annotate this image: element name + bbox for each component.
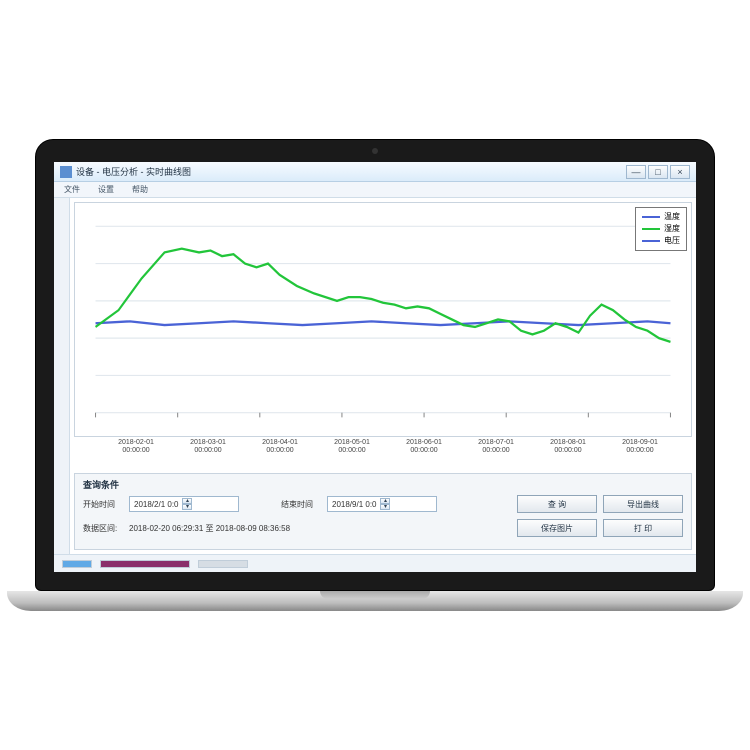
legend-swatch-3 [642, 240, 660, 242]
panel-title: 查询条件 [83, 478, 683, 491]
window-title: 设备 - 电压分析 - 实时曲线图 [76, 165, 191, 178]
title-bar: 设备 - 电压分析 - 实时曲线图 — □ × [54, 162, 696, 182]
start-time-input[interactable]: 2018/2/1 0:0 ▴▾ [129, 496, 239, 512]
status-bar [54, 554, 696, 572]
x-tick: 2018-08-0100:00:00 [532, 439, 604, 471]
save-image-button[interactable]: 保存图片 [517, 519, 597, 537]
end-time-input[interactable]: 2018/9/1 0:0 ▴▾ [327, 496, 437, 512]
x-tick: 2018-05-0100:00:00 [316, 439, 388, 471]
menu-item-settings[interactable]: 设置 [98, 184, 114, 195]
end-time-spinner[interactable]: ▴▾ [380, 498, 390, 510]
chart-legend: 温度 湿度 电压 [635, 207, 687, 251]
camera-dot [372, 148, 378, 154]
query-button[interactable]: 查 询 [517, 495, 597, 513]
end-time-value: 2018/9/1 0:0 [332, 500, 376, 509]
start-time-label: 开始时间 [83, 499, 123, 510]
query-panel: 查询条件 开始时间 2018/2/1 0:0 ▴▾ 结束时间 2018/9/1 … [74, 473, 692, 550]
end-time-label: 结束时间 [281, 499, 321, 510]
range-value: 2018-02-20 06:29:31 至 2018-08-09 08:36:5… [129, 523, 290, 534]
app-window: 设备 - 电压分析 - 实时曲线图 — □ × 文件 设置 帮助 [54, 162, 696, 572]
export-button[interactable]: 导出曲线 [603, 495, 683, 513]
status-segment-2 [100, 560, 190, 568]
legend-swatch-1 [642, 216, 660, 218]
screen-bezel: 设备 - 电压分析 - 实时曲线图 — □ × 文件 设置 帮助 [35, 139, 715, 591]
left-sidebar [54, 198, 70, 554]
x-tick: 2018-07-0100:00:00 [460, 439, 532, 471]
x-tick: 2018-03-0100:00:00 [172, 439, 244, 471]
laptop-frame: 设备 - 电压分析 - 实时曲线图 — □ × 文件 设置 帮助 [35, 139, 715, 611]
maximize-button[interactable]: □ [648, 165, 668, 179]
legend-item-1: 温度 [642, 211, 680, 223]
menu-bar: 文件 设置 帮助 [54, 182, 696, 198]
legend-label-3: 电压 [664, 235, 680, 247]
x-tick: 2018-02-0100:00:00 [100, 439, 172, 471]
legend-item-2: 湿度 [642, 223, 680, 235]
menu-item-help[interactable]: 帮助 [132, 184, 148, 195]
legend-label-1: 温度 [664, 211, 680, 223]
chart-x-axis: 2018-02-0100:00:002018-03-0100:00:002018… [70, 439, 696, 471]
legend-item-3: 电压 [642, 235, 680, 247]
x-tick: 2018-06-0100:00:00 [388, 439, 460, 471]
line-chart [75, 203, 691, 436]
legend-swatch-2 [642, 228, 660, 230]
close-button[interactable]: × [670, 165, 690, 179]
legend-label-2: 湿度 [664, 223, 680, 235]
main-content: 温度 湿度 电压 2018-02-0100:00 [70, 198, 696, 554]
status-segment-1 [62, 560, 92, 568]
status-segment-3 [198, 560, 248, 568]
start-time-value: 2018/2/1 0:0 [134, 500, 178, 509]
menu-item-file[interactable]: 文件 [64, 184, 80, 195]
laptop-base [7, 591, 743, 611]
chart-area: 温度 湿度 电压 [74, 202, 692, 437]
x-tick: 2018-04-0100:00:00 [244, 439, 316, 471]
app-icon [60, 166, 72, 178]
print-button[interactable]: 打 印 [603, 519, 683, 537]
x-tick: 2018-09-0100:00:00 [604, 439, 676, 471]
range-label: 数据区间: [83, 523, 123, 534]
window-controls: — □ × [626, 165, 690, 179]
start-time-spinner[interactable]: ▴▾ [182, 498, 192, 510]
minimize-button[interactable]: — [626, 165, 646, 179]
